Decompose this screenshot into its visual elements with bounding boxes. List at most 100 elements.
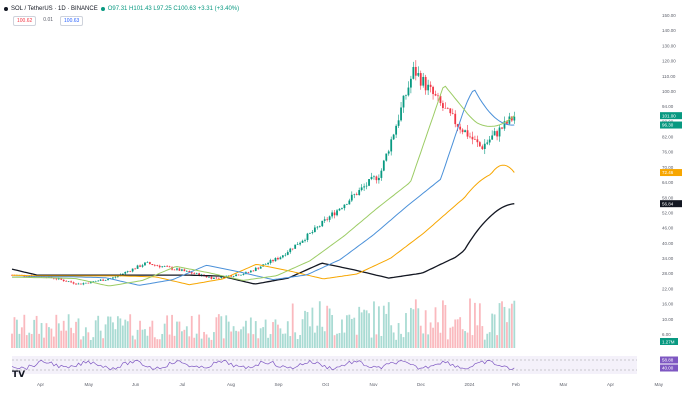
candle-body: [75, 283, 77, 285]
volume-bar: [252, 334, 255, 348]
volume-bar: [262, 327, 265, 348]
volume-bar: [146, 335, 149, 348]
volume-bar: [434, 307, 437, 348]
y-tick-label: 28.00: [662, 271, 674, 276]
y-tick-label: 140.00: [662, 28, 676, 33]
volume-bar: [446, 339, 449, 348]
candle-body: [424, 76, 427, 91]
volume-bar: [400, 333, 402, 348]
volume-bar: [336, 333, 338, 348]
volume-bar: [419, 325, 422, 348]
volume-bar: [471, 335, 474, 348]
ohlc-readout: O97.31 H101.43 L97.25 C100.63 +3.31 (+3.…: [107, 6, 240, 12]
volume-bar: [245, 320, 247, 348]
candle-body: [385, 153, 388, 161]
candle-body: [136, 265, 139, 269]
volume-bar: [267, 337, 269, 348]
buy-button[interactable]: 100.63: [60, 16, 84, 26]
volume-bar: [375, 334, 378, 348]
volume-bar: [148, 326, 151, 348]
candle-body: [437, 95, 439, 97]
candle-body: [220, 276, 223, 279]
candle-body: [380, 170, 383, 178]
volume-bar: [200, 338, 203, 348]
symbol-title[interactable]: SOL / TetherUS · 1D · BINANCE: [11, 6, 98, 12]
y-tick-label: 22.00: [662, 286, 674, 291]
volume-bar: [208, 337, 210, 348]
candle-body: [163, 266, 166, 267]
candle-body: [112, 277, 114, 279]
candle-body: [331, 212, 334, 217]
candle-body: [471, 136, 474, 140]
volume-bar: [124, 319, 127, 348]
candle-body: [277, 258, 279, 260]
volume-bar: [488, 332, 491, 348]
candle-body: [279, 257, 282, 260]
volume-bar: [464, 331, 466, 348]
x-tick-label: Aug: [227, 382, 236, 387]
volume-bar: [331, 315, 334, 348]
x-tick-label: Jun: [132, 382, 140, 387]
trade-badges: 100.62 0.01 100.63: [13, 16, 84, 26]
volume-bar: [449, 327, 452, 348]
volume-bar: [395, 339, 398, 348]
sell-button[interactable]: 100.62: [13, 16, 37, 26]
candle-body: [129, 271, 132, 272]
volume-bar: [116, 316, 119, 348]
candle-body: [321, 220, 324, 227]
volume-bar: [240, 329, 242, 348]
volume-bar: [114, 329, 117, 348]
candle-body: [67, 281, 70, 283]
volume-bar: [313, 332, 316, 348]
x-tick-label: Sep: [275, 382, 284, 387]
volume-bar: [52, 336, 55, 348]
volume-bar: [272, 322, 274, 348]
candle-body: [252, 270, 255, 272]
candle-body: [410, 78, 412, 88]
volume-bar: [422, 333, 425, 348]
candle-body: [407, 87, 410, 96]
volume-bar: [397, 323, 400, 348]
candle-body: [446, 108, 449, 109]
volume-bar: [296, 339, 299, 348]
candle-body: [412, 66, 415, 79]
rsi-tag-label: 58.88: [662, 358, 674, 363]
volume-bar: [232, 326, 235, 348]
volume-bar: [311, 307, 314, 348]
candle-body: [57, 278, 60, 280]
volume-bar: [429, 322, 432, 348]
volume-bar: [139, 320, 141, 348]
candle-body: [363, 186, 366, 188]
candle-body: [156, 265, 159, 266]
candle-body: [348, 200, 351, 205]
price-tag-label: 72.46: [662, 170, 674, 175]
volume-bar: [257, 338, 260, 348]
candle-body: [444, 108, 447, 109]
candle-body: [370, 176, 373, 180]
candle-body: [469, 136, 471, 138]
candle-body: [60, 278, 63, 280]
candle-body: [166, 266, 169, 267]
y-tick-label: 10.00: [662, 317, 674, 322]
candle-body: [382, 160, 385, 171]
candle-body: [269, 260, 272, 264]
candle-body: [368, 179, 370, 186]
volume-bar: [289, 336, 292, 348]
y-tick-label: 82.00: [662, 135, 674, 140]
price-tag: [660, 169, 682, 177]
candle-body: [134, 268, 137, 270]
candle-body: [168, 266, 171, 268]
volume-tag: [660, 338, 678, 345]
volume-bar: [151, 320, 154, 348]
volume-bar: [84, 327, 87, 348]
candle-body: [296, 244, 299, 245]
volume-bar: [75, 321, 77, 348]
volume-bar: [491, 313, 494, 348]
candle-body: [486, 142, 489, 144]
candle-body: [173, 269, 176, 271]
candle-body: [153, 265, 156, 266]
candle-body: [264, 264, 267, 265]
moving-average-line: [12, 89, 515, 286]
candle-body: [318, 226, 321, 227]
